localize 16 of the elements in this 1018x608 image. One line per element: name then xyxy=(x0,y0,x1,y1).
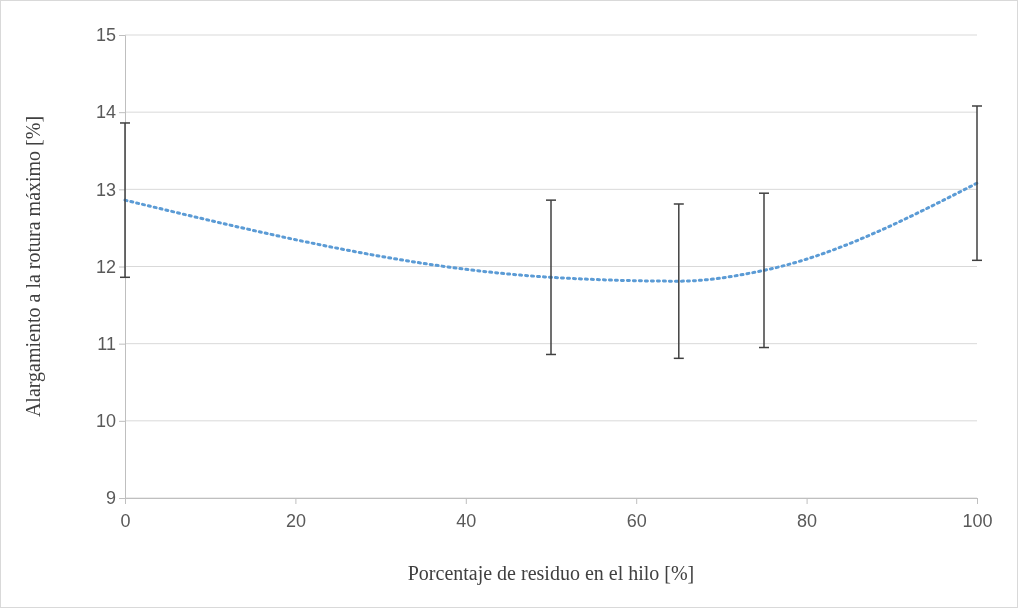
y-axis-title: Alargamiento a la rotura máximo [%] xyxy=(22,115,45,418)
y-tick-label: 10 xyxy=(95,411,116,432)
x-tick-label: 40 xyxy=(456,510,477,531)
y-tick-label: 11 xyxy=(97,333,116,354)
y-tick-label: 9 xyxy=(105,488,116,509)
x-tick-label: 100 xyxy=(962,510,993,531)
x-tick-label: 20 xyxy=(285,510,306,531)
y-tick-label: 15 xyxy=(95,25,116,46)
x-tick-label: 60 xyxy=(626,510,647,531)
line-series xyxy=(123,181,979,283)
x-tick-label: 80 xyxy=(797,510,818,531)
x-tick-label: 0 xyxy=(120,510,131,531)
y-tick-label: 13 xyxy=(95,179,116,200)
y-tick-label: 12 xyxy=(95,256,116,277)
x-axis-title: Porcentaje de residuo en el hilo [%] xyxy=(407,562,695,585)
y-tick-label: 14 xyxy=(95,102,116,123)
